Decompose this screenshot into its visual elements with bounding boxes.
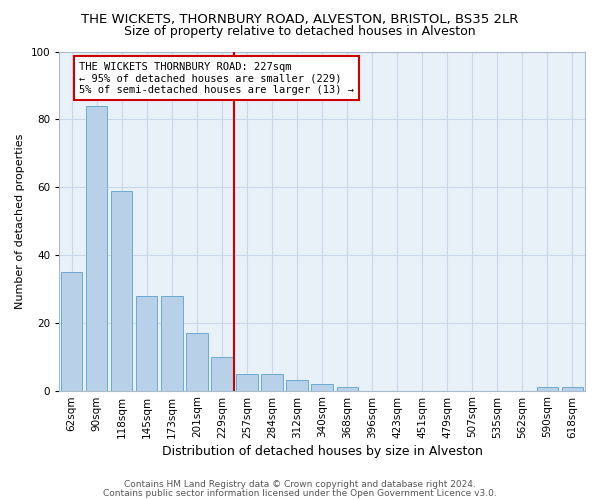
Text: Contains HM Land Registry data © Crown copyright and database right 2024.: Contains HM Land Registry data © Crown c… [124, 480, 476, 489]
Bar [537, 387, 558, 390]
Bar [262, 374, 283, 390]
Text: THE WICKETS THORNBURY ROAD: 227sqm
← 95% of detached houses are smaller (229)
5%: THE WICKETS THORNBURY ROAD: 227sqm ← 95%… [79, 62, 354, 95]
Bar [61, 272, 82, 390]
Bar [111, 190, 133, 390]
Bar [211, 356, 233, 390]
Bar [161, 296, 182, 390]
Bar [337, 387, 358, 390]
Bar [136, 296, 157, 390]
Bar [286, 380, 308, 390]
Bar [236, 374, 257, 390]
X-axis label: Distribution of detached houses by size in Alveston: Distribution of detached houses by size … [161, 444, 482, 458]
Bar [311, 384, 333, 390]
Bar [562, 387, 583, 390]
Text: Size of property relative to detached houses in Alveston: Size of property relative to detached ho… [124, 25, 476, 38]
Y-axis label: Number of detached properties: Number of detached properties [15, 134, 25, 308]
Bar [186, 333, 208, 390]
Text: THE WICKETS, THORNBURY ROAD, ALVESTON, BRISTOL, BS35 2LR: THE WICKETS, THORNBURY ROAD, ALVESTON, B… [82, 12, 518, 26]
Text: Contains public sector information licensed under the Open Government Licence v3: Contains public sector information licen… [103, 488, 497, 498]
Bar [86, 106, 107, 391]
